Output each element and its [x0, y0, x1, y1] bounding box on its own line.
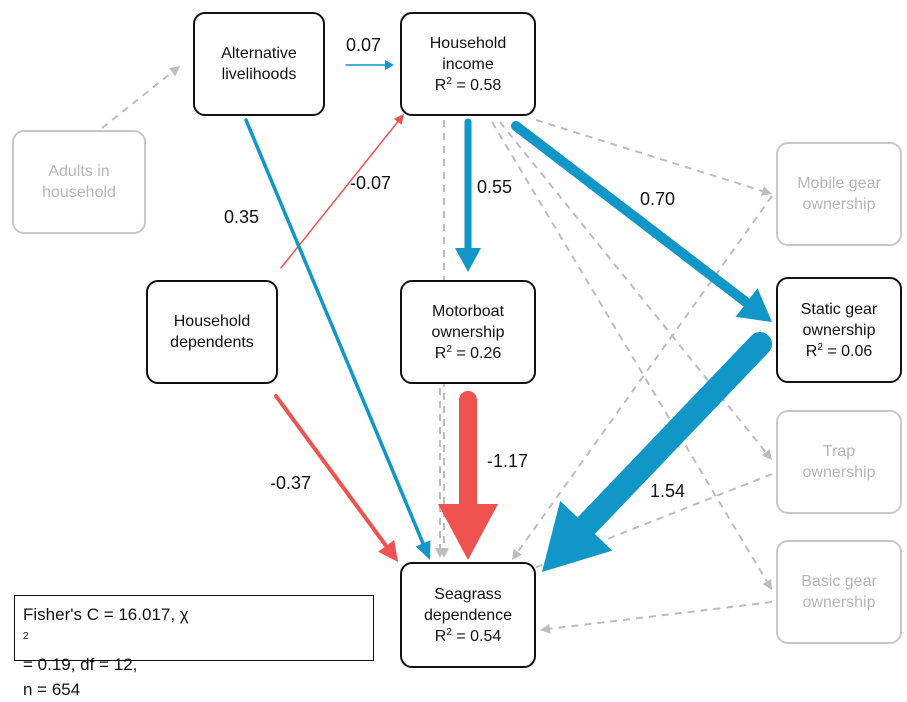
- node-label: Mobile gear: [797, 175, 881, 192]
- coef-dependents-to-income: -0.07: [350, 173, 392, 193]
- edge-basic-to-seagrass-head: [540, 623, 551, 634]
- node-label: ownership: [802, 196, 876, 213]
- node-label: dependents: [170, 334, 254, 351]
- node-label: Motorboat: [431, 302, 505, 320]
- edge-mobile-to-seagrass-head: [512, 548, 522, 560]
- edge-motorboat-to-seagrass-head: [438, 504, 498, 560]
- node-label: ownership: [802, 321, 876, 339]
- r-squared: R2 = 0.58: [434, 75, 502, 94]
- node-label: Household: [429, 34, 507, 52]
- coef-motorboat-to-seagrass: -1.17: [487, 451, 529, 471]
- edge-adults-to-alt-head: [169, 66, 180, 77]
- coef-alt-to-income: 0.07: [346, 35, 382, 55]
- node-label: Static gear: [800, 300, 878, 318]
- edge-dependents-to-seagrass-shaft: [274, 394, 389, 548]
- edge-alt-to-seagrass-head: [415, 540, 431, 560]
- r-squared: R2 = 0.26: [434, 343, 502, 362]
- edge-dependents-to-income-head: [393, 114, 404, 125]
- node-alternative-livelihoods: Alternative livelihoods: [193, 12, 325, 116]
- node-household-income: Household income R2 = 0.58: [400, 12, 536, 116]
- r-squared: R2 = 0.06: [805, 341, 873, 360]
- edge-mobile-to-seagrass-shaft: [516, 195, 773, 553]
- node-label: Seagrass: [434, 585, 502, 603]
- node-label: ownership: [802, 464, 876, 481]
- node-label: Trap: [822, 443, 856, 460]
- edge-static-to-seagrass-head: [542, 500, 613, 572]
- edge-income-to-basic-shaft: [491, 121, 768, 582]
- path-diagram-edges: [101, 60, 773, 634]
- node-label: Household: [173, 313, 251, 330]
- edge-income-to-basic-head: [762, 578, 772, 590]
- edge-static-to-seagrass-shaft: [574, 332, 772, 538]
- node-seagrass-dependence: Seagrass dependence R2 = 0.54: [400, 562, 536, 668]
- coef-income-to-motorboat: 0.55: [477, 177, 513, 197]
- edge-alt-to-income-head: [385, 60, 394, 70]
- edge-income-to-mobile-shaft: [535, 119, 763, 192]
- stats-line-2: n = 654: [23, 680, 81, 699]
- node-adults-in-household: Adults in household: [12, 130, 146, 234]
- edge-income-to-motorboat-head: [455, 248, 481, 272]
- node-label: Alternative: [221, 45, 297, 62]
- node-motorboat-ownership: Motorboat ownership R2 = 0.26: [400, 280, 536, 384]
- node-static-gear-ownership: Static gear ownership R2 = 0.06: [776, 277, 902, 383]
- node-household-dependents: Household dependents: [146, 280, 278, 384]
- node-label: income: [442, 55, 494, 73]
- node-label: livelihoods: [221, 66, 297, 83]
- edge-dependents-to-seagrass-head: [378, 539, 398, 562]
- edge-income-to-mobile-head: [760, 186, 772, 196]
- r-squared: R2 = 0.54: [434, 626, 502, 645]
- coef-static-to-seagrass: 1.54: [650, 481, 686, 501]
- edge-motorboat-to-seagrass-dashed-head: [435, 548, 445, 558]
- coef-dependents-to-seagrass: -0.37: [270, 473, 312, 493]
- node-trap-ownership: Trap ownership: [776, 410, 902, 514]
- edge-dependents-to-income-shaft: [280, 121, 399, 269]
- node-label: ownership: [431, 323, 505, 341]
- node-mobile-gear-ownership: Mobile gear ownership: [776, 142, 902, 246]
- node-label: Adults in: [48, 163, 110, 180]
- coef-alt-to-seagrass: 0.35: [224, 207, 260, 227]
- node-basic-gear-ownership: Basic gear ownership: [776, 540, 902, 644]
- node-label: dependence: [423, 606, 513, 624]
- node-label: Basic gear: [801, 573, 877, 590]
- node-label: ownership: [802, 594, 876, 611]
- edge-alt-to-seagrass-shaft: [244, 118, 425, 546]
- edge-income-to-static-head: [735, 288, 772, 322]
- edge-income-to-trap-head: [761, 449, 772, 460]
- edge-basic-to-seagrass-shaft: [549, 601, 773, 630]
- edge-income-to-static-shaft: [511, 121, 752, 308]
- node-label: household: [42, 184, 116, 201]
- edge-adults-to-alt-shaft: [101, 71, 173, 129]
- coef-income-to-static: 0.70: [640, 189, 676, 209]
